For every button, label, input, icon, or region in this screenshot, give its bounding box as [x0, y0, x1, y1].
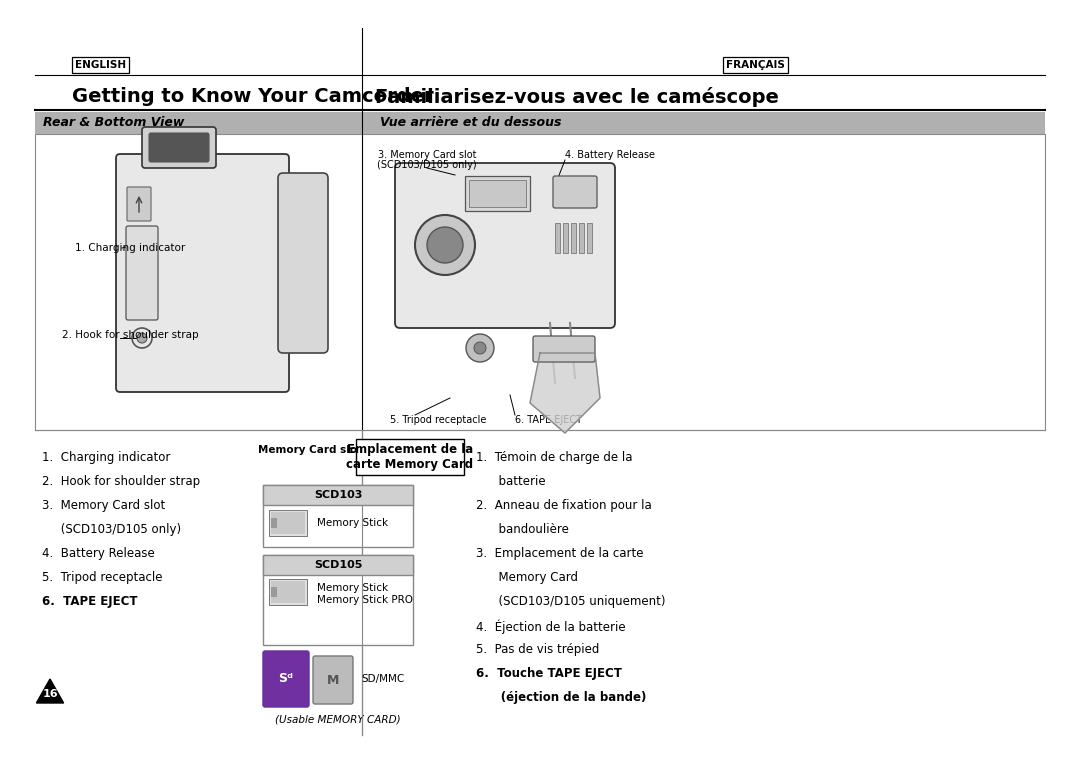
FancyBboxPatch shape: [269, 579, 307, 605]
FancyBboxPatch shape: [465, 176, 530, 211]
FancyBboxPatch shape: [126, 226, 158, 320]
Text: Emplacement de la: Emplacement de la: [347, 443, 473, 456]
Text: carte Memory Card: carte Memory Card: [347, 458, 473, 471]
Text: Memory Card: Memory Card: [476, 571, 578, 584]
Circle shape: [474, 342, 486, 354]
Text: (Usable MEMORY CARD): (Usable MEMORY CARD): [275, 715, 401, 725]
Circle shape: [415, 215, 475, 275]
Text: (SCD103/D105 only): (SCD103/D105 only): [377, 160, 476, 170]
Circle shape: [427, 227, 463, 263]
Text: Rear & Bottom View: Rear & Bottom View: [43, 117, 185, 130]
FancyBboxPatch shape: [271, 512, 305, 534]
FancyBboxPatch shape: [264, 485, 413, 505]
FancyBboxPatch shape: [264, 555, 413, 575]
Text: Memory Stick: Memory Stick: [318, 583, 388, 593]
Text: 4.  Battery Release: 4. Battery Release: [42, 547, 154, 560]
FancyBboxPatch shape: [395, 163, 615, 328]
FancyBboxPatch shape: [271, 587, 276, 597]
FancyBboxPatch shape: [271, 518, 276, 528]
Text: M: M: [327, 674, 339, 687]
Text: ENGLISH: ENGLISH: [75, 60, 126, 70]
FancyBboxPatch shape: [264, 485, 413, 547]
Text: 6. TAPE EJECT: 6. TAPE EJECT: [515, 415, 582, 425]
FancyBboxPatch shape: [149, 133, 210, 162]
Text: 4. Battery Release: 4. Battery Release: [565, 150, 654, 160]
Text: 4.  Éjection de la batterie: 4. Éjection de la batterie: [476, 619, 625, 633]
Circle shape: [137, 333, 147, 343]
FancyBboxPatch shape: [264, 555, 413, 645]
Text: Vue arrière et du dessous: Vue arrière et du dessous: [380, 117, 562, 130]
Text: SD/MMC: SD/MMC: [361, 674, 404, 684]
FancyBboxPatch shape: [563, 223, 568, 253]
FancyBboxPatch shape: [571, 223, 576, 253]
FancyBboxPatch shape: [363, 112, 1045, 134]
Text: Memory Card slot: Memory Card slot: [258, 445, 362, 455]
Text: 1. Charging indicator: 1. Charging indicator: [75, 243, 186, 253]
Text: (SCD103/D105 uniquement): (SCD103/D105 uniquement): [476, 595, 665, 608]
Polygon shape: [37, 679, 64, 703]
Circle shape: [465, 334, 494, 362]
FancyBboxPatch shape: [35, 112, 362, 134]
FancyBboxPatch shape: [588, 223, 592, 253]
FancyBboxPatch shape: [469, 180, 526, 207]
FancyBboxPatch shape: [278, 173, 328, 353]
Text: 1.  Charging indicator: 1. Charging indicator: [42, 451, 171, 464]
Text: (SCD103/D105 only): (SCD103/D105 only): [42, 523, 181, 536]
Text: Familiarisez-vous avec le caméscope: Familiarisez-vous avec le caméscope: [375, 87, 779, 107]
FancyBboxPatch shape: [127, 187, 151, 221]
Text: Memory Stick: Memory Stick: [318, 518, 388, 528]
FancyBboxPatch shape: [35, 134, 1045, 430]
FancyBboxPatch shape: [579, 223, 584, 253]
Text: 6.  Touche TAPE EJECT: 6. Touche TAPE EJECT: [476, 667, 622, 680]
FancyBboxPatch shape: [264, 651, 309, 707]
Text: bandoulière: bandoulière: [476, 523, 569, 536]
FancyBboxPatch shape: [116, 154, 289, 392]
Text: FRANÇAIS: FRANÇAIS: [726, 60, 785, 70]
FancyBboxPatch shape: [269, 510, 307, 536]
Text: 2. Hook for shoulder strap: 2. Hook for shoulder strap: [62, 330, 199, 340]
FancyBboxPatch shape: [141, 127, 216, 168]
Text: Sᵈ: Sᵈ: [279, 672, 294, 685]
Polygon shape: [530, 353, 600, 433]
FancyBboxPatch shape: [555, 223, 561, 253]
Text: 3.  Memory Card slot: 3. Memory Card slot: [42, 499, 165, 512]
Text: Getting to Know Your Camcorder: Getting to Know Your Camcorder: [72, 88, 434, 107]
Text: SCD103: SCD103: [314, 490, 362, 500]
Text: (éjection de la bande): (éjection de la bande): [476, 691, 646, 704]
FancyBboxPatch shape: [271, 581, 305, 603]
Text: 2.  Anneau de fixation pour la: 2. Anneau de fixation pour la: [476, 499, 651, 512]
Text: 16: 16: [42, 689, 58, 699]
Text: 3.  Emplacement de la carte: 3. Emplacement de la carte: [476, 547, 644, 560]
FancyBboxPatch shape: [553, 176, 597, 208]
FancyBboxPatch shape: [356, 439, 464, 475]
FancyBboxPatch shape: [313, 656, 353, 704]
Text: 3. Memory Card slot: 3. Memory Card slot: [378, 150, 476, 160]
Text: 1.  Témoin de charge de la: 1. Témoin de charge de la: [476, 451, 633, 464]
Text: 2.  Hook for shoulder strap: 2. Hook for shoulder strap: [42, 475, 200, 488]
Text: 5.  Tripod receptacle: 5. Tripod receptacle: [42, 571, 162, 584]
FancyBboxPatch shape: [534, 336, 595, 362]
Text: batterie: batterie: [476, 475, 545, 488]
Text: Memory Stick PRO: Memory Stick PRO: [318, 595, 413, 605]
Text: 6.  TAPE EJECT: 6. TAPE EJECT: [42, 595, 137, 608]
Text: SCD105: SCD105: [314, 560, 362, 570]
Text: 5. Tripod receptacle: 5. Tripod receptacle: [390, 415, 486, 425]
Text: 5.  Pas de vis trépied: 5. Pas de vis trépied: [476, 643, 599, 656]
